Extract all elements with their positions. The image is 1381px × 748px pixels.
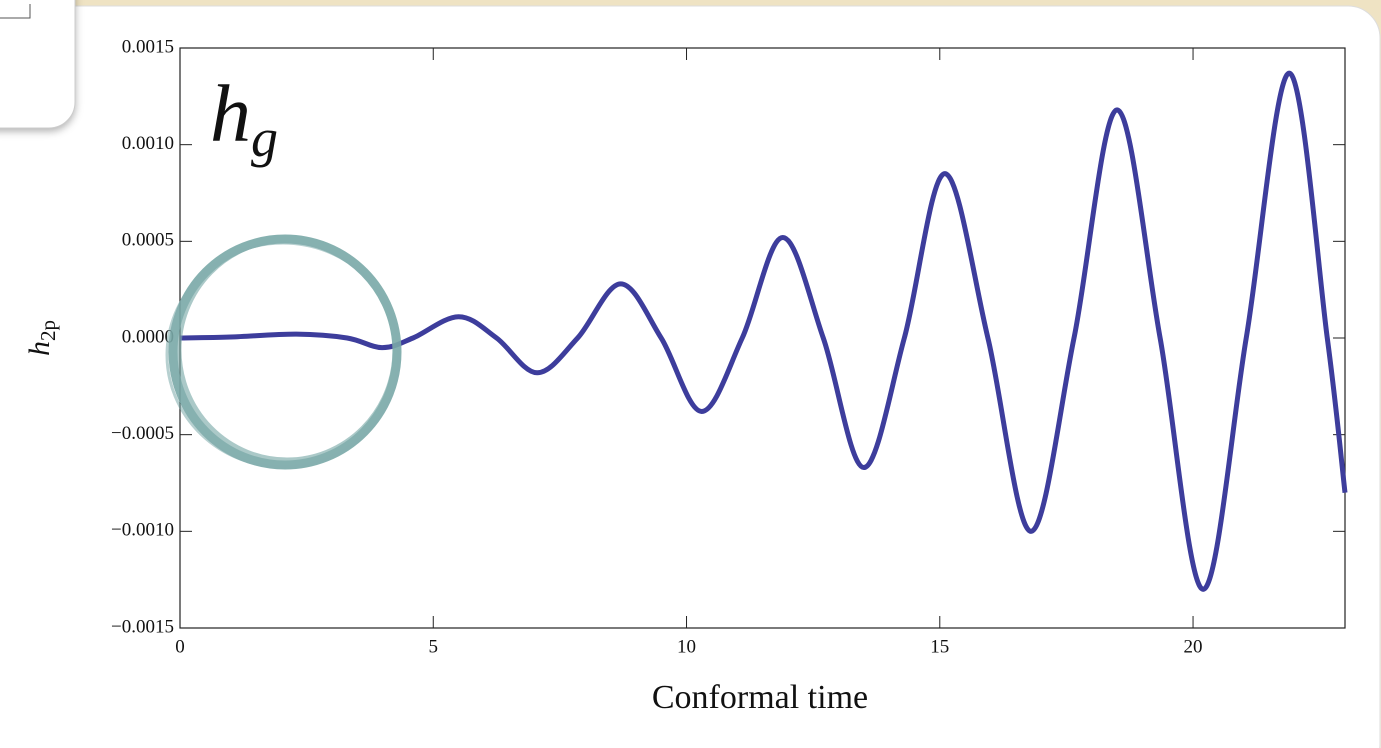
side-panel-icon: [0, 4, 31, 19]
x-tick-label: 20: [1184, 636, 1203, 657]
side-panel: [0, 0, 76, 129]
panel: [0, 5, 1381, 748]
highlight-circle: [165, 234, 402, 470]
y-axis-title: h2p: [23, 320, 60, 356]
y-tick-label: −0.0010: [111, 520, 174, 541]
y-axis-title-sub: 2p: [36, 320, 60, 341]
y-tick-label: −0.0015: [111, 616, 174, 637]
y-tick-label: 0.0010: [122, 133, 174, 154]
x-tick-label: 5: [429, 636, 439, 657]
annotation: hg: [210, 68, 278, 169]
circle-stroke: [165, 241, 401, 469]
circle-stroke: [176, 237, 398, 463]
y-tick-label: 0.0015: [122, 36, 174, 57]
y-tick-label: 0.0005: [122, 230, 174, 251]
data-line: [179, 70, 1348, 592]
x-tick-label: 10: [677, 636, 696, 657]
annotation-base: h: [210, 68, 251, 159]
y-axis-title-base: h: [23, 341, 56, 356]
x-tick-label: 0: [175, 636, 185, 657]
x-axis-title: Conformal time: [652, 679, 868, 716]
annotation-sub: g: [251, 108, 278, 168]
y-tick-label: 0.0000: [122, 326, 174, 347]
x-tick-label: 15: [930, 636, 949, 657]
y-tick-label: −0.0005: [111, 423, 174, 444]
